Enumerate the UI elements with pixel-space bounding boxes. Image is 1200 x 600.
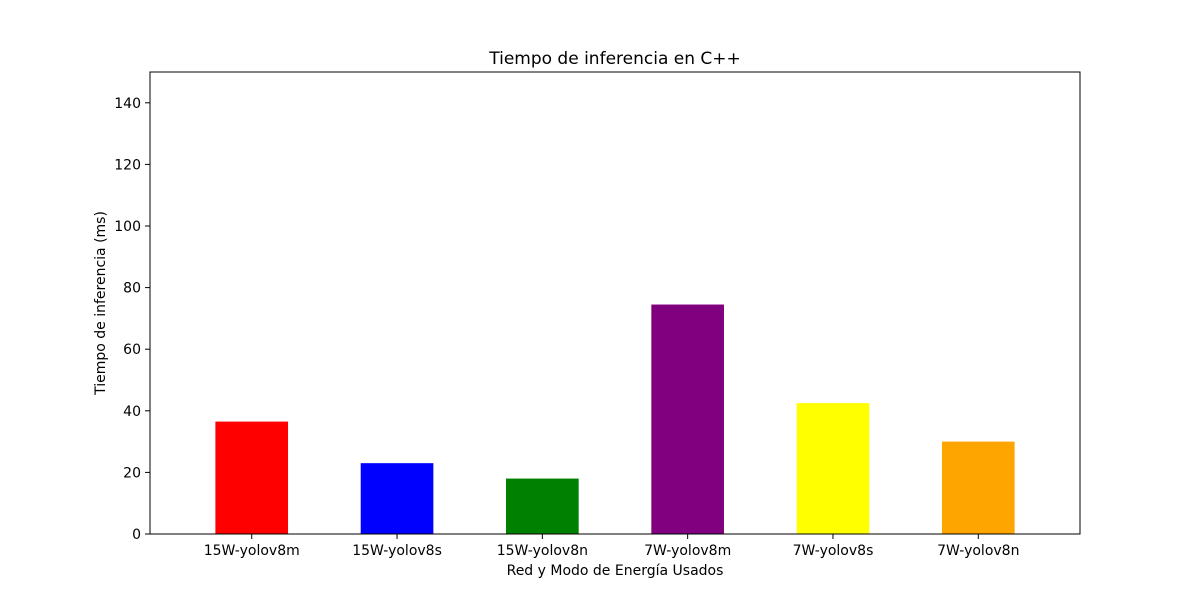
y-tick-label: 0 bbox=[132, 527, 141, 543]
bar-7W-yolov8s bbox=[796, 403, 870, 534]
y-tick-label: 120 bbox=[114, 157, 141, 173]
x-tick-label: 15W-yolov8m bbox=[204, 543, 300, 559]
bars-group bbox=[215, 304, 1015, 534]
bar-15W-yolov8s bbox=[360, 463, 434, 534]
y-tick-label: 80 bbox=[123, 281, 141, 297]
y-axis-title: Tiempo de inferencia (ms) bbox=[93, 211, 109, 396]
bar-7W-yolov8n bbox=[941, 441, 1015, 534]
bar-15W-yolov8n bbox=[506, 478, 579, 534]
x-tick-label: 7W-yolov8n bbox=[937, 543, 1019, 559]
y-tick-label: 60 bbox=[123, 342, 141, 358]
y-tick-label: 140 bbox=[114, 96, 141, 112]
y-axis: 0 20 40 60 80 100 120 140 bbox=[114, 96, 150, 543]
x-axis-title: Red y Modo de Energía Usados bbox=[507, 563, 724, 579]
y-tick-label: 40 bbox=[123, 404, 141, 420]
plot-frame bbox=[149, 71, 1081, 535]
x-axis: 15W-yolov8m 15W-yolov8s 15W-yolov8n 7W-yolo… bbox=[204, 534, 1019, 559]
bar-15W-yolov8m bbox=[215, 421, 289, 534]
chart-title: Tiempo de inferencia en C++ bbox=[488, 49, 741, 69]
x-tick-label: 7W-yolov8s bbox=[793, 543, 874, 559]
x-tick-label: 15W-yolov8s bbox=[352, 543, 442, 559]
y-tick-label: 100 bbox=[114, 219, 141, 235]
x-tick-label: 7W-yolov8m bbox=[644, 543, 731, 559]
y-tick-label: 20 bbox=[123, 465, 141, 481]
x-tick-label: 15W-yolov8n bbox=[497, 543, 588, 559]
bar-7W-yolov8m bbox=[651, 304, 724, 534]
